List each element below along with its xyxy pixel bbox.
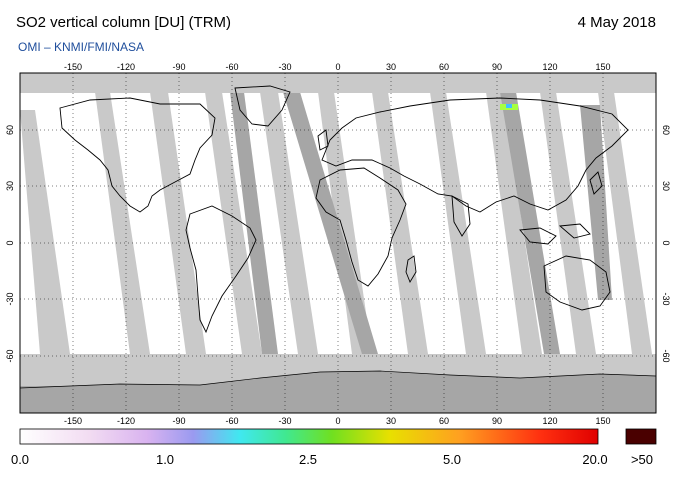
colorbar-overflow-swatch bbox=[625, 428, 657, 445]
lon-tick: 60 bbox=[439, 62, 449, 72]
colorbar-label: 20.0 bbox=[582, 452, 608, 467]
lon-tick: 90 bbox=[492, 62, 502, 72]
data-credit: OMI – KNMI/FMI/NASA bbox=[18, 40, 145, 54]
map-title: SO2 vertical column [DU] (TRM) bbox=[16, 14, 232, 31]
lon-tick: 60 bbox=[439, 416, 449, 426]
lat-tick: 30 bbox=[661, 181, 671, 191]
colorbar-label: 0.0 bbox=[10, 452, 30, 467]
coastlines bbox=[59, 85, 629, 334]
colorbar-gradient bbox=[19, 428, 599, 445]
lon-tick: -120 bbox=[117, 416, 135, 426]
lat-ticks-left: 60 30 0 -30 -60 bbox=[5, 125, 15, 363]
lat-tick: -30 bbox=[5, 292, 15, 305]
lon-tick: -60 bbox=[225, 62, 238, 72]
so2-hotspot bbox=[500, 104, 518, 110]
lon-tick: -120 bbox=[117, 62, 135, 72]
lat-ticks-right: 60 30 0 -30 -60 bbox=[661, 125, 671, 363]
lon-tick: -150 bbox=[64, 416, 82, 426]
map-frame bbox=[19, 72, 657, 414]
lat-tick: -60 bbox=[661, 349, 671, 362]
lon-ticks-top: -150 -120 -90 -60 -30 0 30 60 90 120 150 bbox=[64, 62, 611, 72]
lon-ticks-bottom: -150 -120 -90 -60 -30 0 30 60 90 120 150 bbox=[64, 416, 611, 426]
lon-tick: 120 bbox=[542, 416, 557, 426]
lon-tick: -60 bbox=[225, 416, 238, 426]
lon-tick: -30 bbox=[278, 416, 291, 426]
lon-tick: 30 bbox=[386, 416, 396, 426]
lat-tick: 30 bbox=[5, 181, 15, 191]
map-date: 4 May 2018 bbox=[577, 14, 656, 31]
lon-tick: 0 bbox=[335, 62, 340, 72]
orbit-swaths bbox=[20, 73, 656, 413]
graticule bbox=[20, 73, 656, 413]
colorbar-label: 1.0 bbox=[155, 452, 175, 467]
lon-tick: -90 bbox=[172, 62, 185, 72]
lon-tick: 90 bbox=[492, 416, 502, 426]
lon-tick: -150 bbox=[64, 62, 82, 72]
lon-tick: -30 bbox=[278, 62, 291, 72]
lon-tick: 120 bbox=[542, 62, 557, 72]
lon-tick: 30 bbox=[386, 62, 396, 72]
lat-tick: -30 bbox=[661, 292, 671, 305]
colorbar-overflow-label: >50 bbox=[630, 452, 654, 467]
lat-tick: 60 bbox=[661, 125, 671, 135]
lat-tick: 0 bbox=[5, 240, 15, 245]
lat-tick: 0 bbox=[661, 240, 671, 245]
colorbar-label: 2.5 bbox=[298, 452, 318, 467]
lon-tick: 150 bbox=[595, 416, 610, 426]
lon-tick: 0 bbox=[335, 416, 340, 426]
colorbar-label: 5.0 bbox=[442, 452, 462, 467]
lon-tick: 150 bbox=[595, 62, 610, 72]
lat-tick: 60 bbox=[5, 125, 15, 135]
lon-tick: -90 bbox=[172, 416, 185, 426]
lat-tick: -60 bbox=[5, 349, 15, 362]
